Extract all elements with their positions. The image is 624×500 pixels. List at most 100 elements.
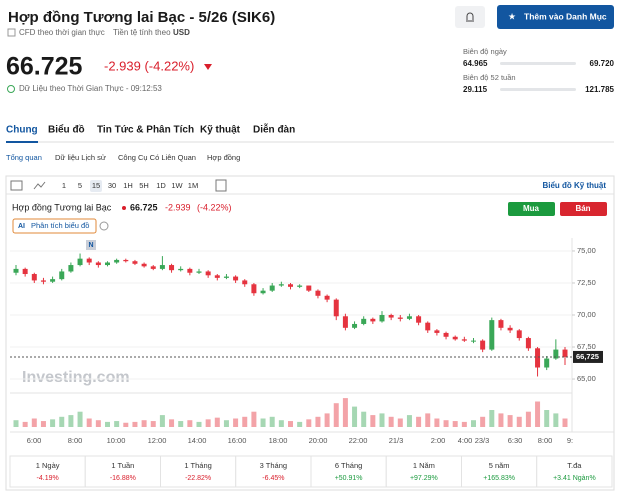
y-tick-label: 67,50 (577, 342, 596, 351)
candle-body (223, 276, 229, 278)
candle-body (50, 279, 56, 282)
x-tick-label: 9: (567, 436, 573, 445)
candle-body (507, 327, 513, 331)
candle-body (269, 285, 275, 291)
performance-change: -6.45% (262, 475, 284, 482)
analysis-button[interactable] (12, 218, 97, 234)
volume-bar (525, 411, 531, 427)
candle-body (333, 299, 339, 317)
performance-period: 1 Tuần (111, 461, 134, 470)
volume-bar (178, 421, 184, 427)
interval[interactable]: 30 (108, 181, 116, 190)
candle-body (150, 266, 156, 269)
candle-body (370, 318, 376, 322)
x-tick-label: 6:30 (508, 436, 523, 445)
subtab[interactable]: Hợp đồng (207, 153, 240, 162)
candle-body (13, 268, 19, 273)
range-low: 64.965 (463, 59, 488, 68)
subtab[interactable]: Tổng quan (6, 153, 42, 162)
volume-bar (105, 421, 110, 427)
candle-body (31, 274, 37, 281)
volume-bar (242, 416, 248, 427)
candle-body (251, 284, 257, 294)
candle-body (434, 330, 440, 333)
legend-name: Hợp đồng Tương lai Bạc (12, 202, 112, 212)
candle-body (260, 290, 266, 294)
buy-button[interactable] (508, 202, 555, 216)
candle-body (95, 262, 101, 266)
performance-cell (235, 455, 312, 488)
sell-button[interactable] (560, 202, 607, 216)
candle-body (452, 336, 458, 340)
performance-period: 5 năm (489, 461, 510, 470)
interval[interactable]: 1M (188, 181, 198, 190)
range-low: 29.115 (463, 85, 488, 94)
volume-bar (333, 403, 339, 427)
volume-bar (324, 413, 330, 427)
candle-body (461, 339, 467, 341)
interval[interactable]: 5 (78, 181, 82, 190)
volume-bar (379, 413, 385, 427)
sell-label: Bán (575, 204, 590, 213)
interval[interactable]: 5H (139, 181, 149, 190)
indicator-icon[interactable] (33, 181, 46, 190)
title: Hợp đồng Tương lai Bạc - 5/26 (SIK6) (8, 9, 275, 26)
candle-body (59, 271, 65, 280)
volume-bar (13, 420, 19, 427)
performance-cell (385, 455, 462, 488)
candle-body (306, 285, 312, 291)
volume-bar (123, 422, 129, 427)
watchlist-button[interactable] (497, 5, 614, 29)
interval[interactable]: 1 (62, 181, 66, 190)
volume-bar (516, 416, 522, 427)
volume-bar (315, 416, 321, 427)
ai-icon: AI (18, 223, 25, 230)
tab[interactable]: Kỹ thuật (200, 125, 241, 136)
technical-link[interactable]: Biểu đồ Kỹ thuật (542, 181, 606, 190)
interval[interactable]: 15 (92, 181, 100, 190)
candle-type-icon[interactable] (10, 180, 23, 191)
chart-frame (5, 175, 615, 491)
candle-body (544, 358, 550, 368)
candle-body (242, 280, 248, 285)
volume-bar (361, 411, 367, 427)
volume-bar (95, 420, 101, 427)
volume-bar (214, 417, 220, 427)
volume-bar (288, 421, 293, 427)
tab[interactable]: Diễn đàn (253, 123, 295, 136)
candle-body (480, 340, 486, 350)
interval[interactable]: 1W (171, 181, 183, 190)
volume-bar (68, 415, 74, 427)
x-tick-label: 6:00 (27, 436, 42, 445)
volume-bar (416, 416, 422, 427)
volume-bar (461, 421, 467, 427)
analysis-label: Phân tích biểu đồ (31, 221, 89, 230)
volume-bar (150, 421, 156, 427)
tab[interactable]: Biểu đồ (48, 124, 85, 136)
volume-bar (40, 421, 46, 427)
news-marker[interactable] (86, 240, 96, 250)
volume-bar (159, 415, 165, 427)
subtab[interactable]: Công Cụ Có Liên Quan (118, 153, 196, 162)
candle-body (77, 258, 83, 266)
volume-bar (507, 415, 513, 427)
interval[interactable]: 1H (123, 181, 133, 190)
candle-body (233, 276, 239, 281)
candle-body (489, 320, 495, 350)
performance-period: T.đa (567, 461, 582, 470)
interval[interactable]: 1D (156, 181, 166, 190)
candle-body (288, 284, 293, 287)
volume-bar (187, 420, 193, 427)
volume-bar (251, 411, 257, 427)
tab[interactable]: Chung (6, 125, 38, 136)
subtab[interactable]: Dữ liệu Lịch sử (55, 153, 106, 162)
performance-cell (461, 455, 538, 488)
range-label: Biên độ 52 tuần (463, 73, 516, 82)
candle-body (342, 316, 348, 328)
volume-bar (434, 418, 440, 427)
tab[interactable]: Tin Tức & Phân Tích (97, 125, 194, 136)
volume-bar (452, 421, 458, 427)
alert-button[interactable] (455, 6, 485, 28)
layout-icon[interactable] (215, 179, 227, 192)
